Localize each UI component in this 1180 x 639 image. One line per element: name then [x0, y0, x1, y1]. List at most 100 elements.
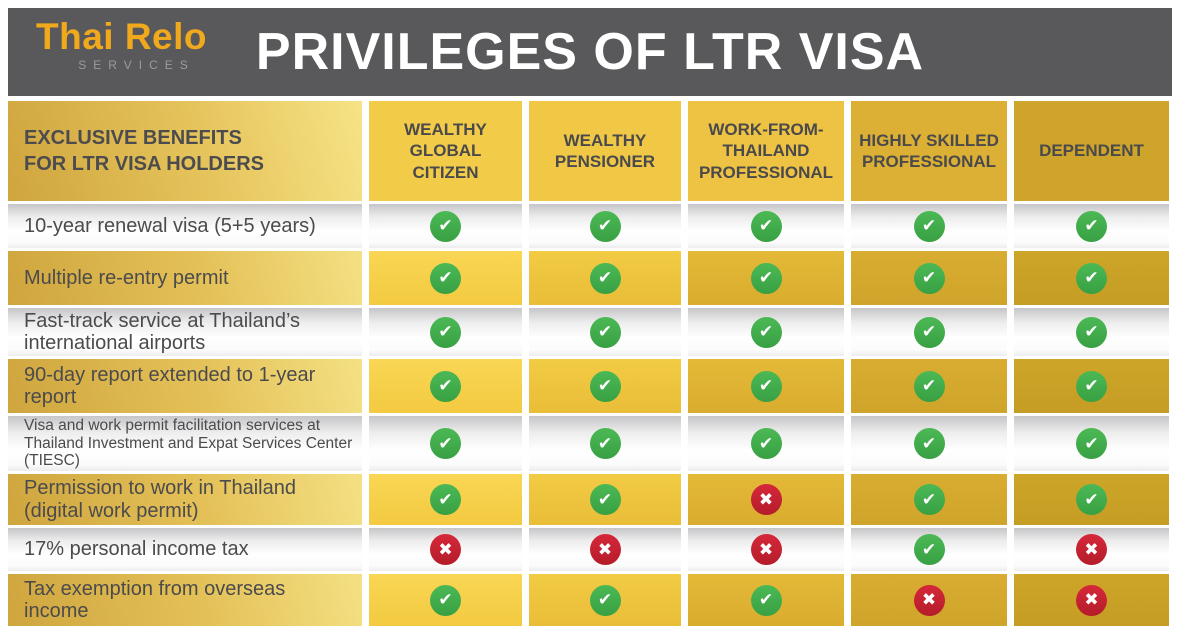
- check-icon: [1076, 316, 1107, 348]
- check-icon: [913, 262, 945, 294]
- check-icon: [750, 584, 782, 616]
- check-icon: [589, 210, 621, 242]
- status-cell: [529, 251, 681, 305]
- status-cell: [1014, 308, 1169, 356]
- benefit-label: Visa and work permit facilitation servic…: [8, 416, 362, 471]
- status-cell: [688, 474, 844, 525]
- check-icon: [913, 370, 945, 402]
- status-cell: [688, 416, 844, 471]
- logo-text: Thai Relo: [36, 16, 208, 57]
- benefit-label: Permission to work in Thailand (digital …: [8, 474, 362, 525]
- check-icon: [430, 370, 461, 402]
- check-icon: [913, 484, 945, 515]
- check-icon: [913, 534, 945, 565]
- check-icon: [589, 428, 621, 459]
- benefit-label: 10-year renewal visa (5+5 years): [8, 204, 362, 248]
- status-cell: [369, 574, 522, 626]
- status-cell: [529, 574, 681, 626]
- check-icon: [430, 316, 461, 348]
- benefit-label: Multiple re-entry permit: [8, 251, 362, 305]
- check-icon: [1076, 370, 1107, 402]
- status-cell: [851, 528, 1007, 571]
- check-icon: [1076, 484, 1107, 515]
- check-icon: [913, 316, 945, 348]
- status-cell: [529, 308, 681, 356]
- check-icon: [430, 262, 461, 294]
- status-cell: [851, 474, 1007, 525]
- status-cell: [1014, 251, 1169, 305]
- corner-header: EXCLUSIVE BENEFITS FOR LTR VISA HOLDERS: [8, 101, 362, 201]
- logo: Thai Relo SERVICES: [36, 16, 208, 72]
- check-icon: [589, 370, 621, 402]
- status-cell: [369, 528, 522, 571]
- check-icon: [589, 584, 621, 616]
- check-icon: [430, 210, 461, 242]
- status-cell: [851, 308, 1007, 356]
- column-header-work-from-thailand-professional: WORK-FROM-THAILAND PROFESSIONAL: [688, 101, 844, 201]
- status-cell: [851, 251, 1007, 305]
- benefit-label: 90-day report extended to 1-year report: [8, 359, 362, 413]
- cross-icon: [750, 484, 782, 515]
- benefit-label: Fast-track service at Thailand’s interna…: [8, 308, 362, 356]
- status-cell: [851, 574, 1007, 626]
- column-header-dependent: DEPENDENT: [1014, 101, 1169, 201]
- cross-icon: [430, 534, 461, 565]
- check-icon: [1076, 210, 1107, 242]
- status-cell: [369, 359, 522, 413]
- status-cell: [688, 251, 844, 305]
- check-icon: [750, 210, 782, 242]
- page-title: PRIVILEGES OF LTR VISA: [255, 23, 925, 81]
- check-icon: [750, 316, 782, 348]
- cross-icon: [1076, 534, 1107, 565]
- check-icon: [1076, 428, 1107, 459]
- title-band: Thai Relo SERVICES PRIVILEGES OF LTR VIS…: [8, 8, 1172, 96]
- status-cell: [1014, 528, 1169, 571]
- status-cell: [688, 574, 844, 626]
- cross-icon: [1076, 584, 1107, 616]
- status-cell: [369, 474, 522, 525]
- status-cell: [529, 528, 681, 571]
- check-icon: [913, 210, 945, 242]
- status-cell: [529, 204, 681, 248]
- status-cell: [1014, 474, 1169, 525]
- status-cell: [369, 416, 522, 471]
- cross-icon: [750, 534, 782, 565]
- status-cell: [1014, 416, 1169, 471]
- status-cell: [851, 204, 1007, 248]
- column-header-wealthy-global-citizen: WEALTHY GLOBAL CITIZEN: [369, 101, 522, 201]
- check-icon: [430, 584, 461, 616]
- check-icon: [913, 428, 945, 459]
- status-cell: [529, 474, 681, 525]
- check-icon: [750, 370, 782, 402]
- check-icon: [750, 262, 782, 294]
- check-icon: [430, 484, 461, 515]
- status-cell: [851, 359, 1007, 413]
- status-cell: [688, 204, 844, 248]
- status-cell: [688, 308, 844, 356]
- check-icon: [589, 262, 621, 294]
- privileges-table: EXCLUSIVE BENEFITS FOR LTR VISA HOLDERS …: [8, 101, 1172, 626]
- status-cell: [369, 251, 522, 305]
- logo-subtitle: SERVICES: [78, 57, 195, 72]
- status-cell: [369, 204, 522, 248]
- status-cell: [1014, 204, 1169, 248]
- column-header-highly-skilled-professional: HIGHLY SKILLED PROFESSIONAL: [851, 101, 1007, 201]
- status-cell: [1014, 359, 1169, 413]
- check-icon: [750, 428, 782, 459]
- status-cell: [369, 308, 522, 356]
- status-cell: [1014, 574, 1169, 626]
- status-cell: [851, 416, 1007, 471]
- check-icon: [1076, 262, 1107, 294]
- status-cell: [529, 416, 681, 471]
- check-icon: [430, 428, 461, 459]
- check-icon: [589, 484, 621, 515]
- status-cell: [529, 359, 681, 413]
- column-header-wealthy-pensioner: WEALTHY PENSIONER: [529, 101, 681, 201]
- status-cell: [688, 528, 844, 571]
- status-cell: [688, 359, 844, 413]
- benefit-label: Tax exemption from overseas income: [8, 574, 362, 626]
- cross-icon: [589, 534, 621, 565]
- check-icon: [589, 316, 621, 348]
- benefit-label: 17% personal income tax: [8, 528, 362, 571]
